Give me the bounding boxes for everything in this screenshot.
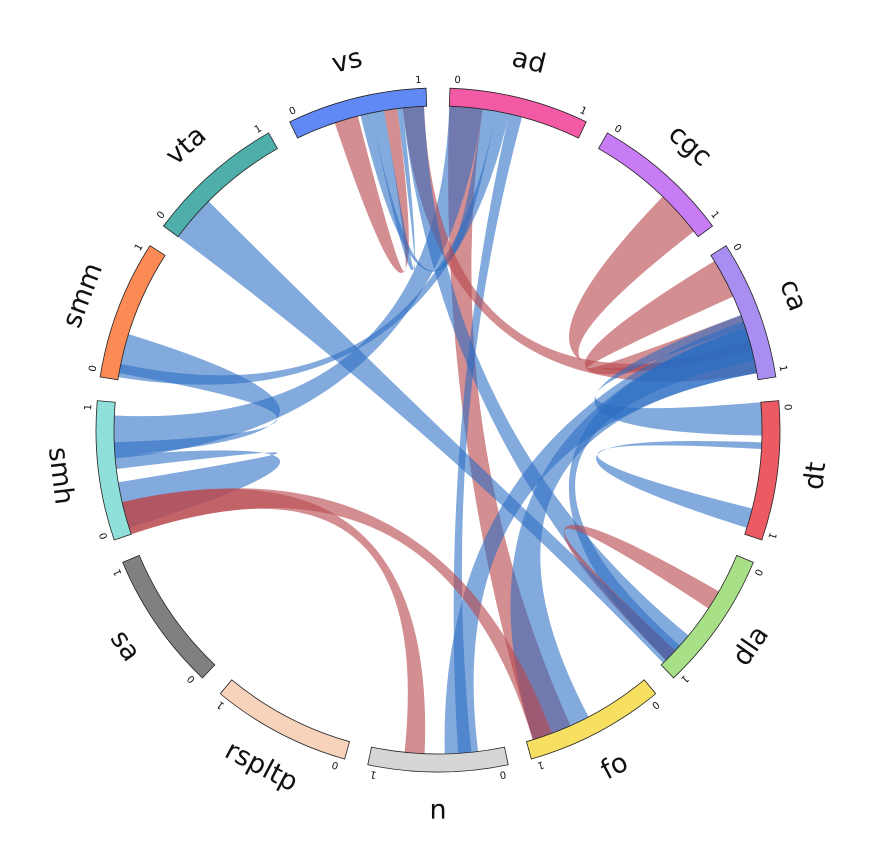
segment-label-rspltp: rspltp xyxy=(220,735,303,798)
segment-rspltp xyxy=(219,679,351,760)
tick-end-dt: 1 xyxy=(765,531,777,540)
tick-end-vs: 1 xyxy=(415,75,422,86)
tick-start-dt: 0 xyxy=(782,404,793,411)
segment-label-dla: dla xyxy=(726,620,775,672)
tick-end-fo: 1 xyxy=(536,758,545,770)
segment-n xyxy=(367,746,509,773)
tick-start-sa: 0 xyxy=(186,672,198,684)
link-smm-smh xyxy=(114,334,280,456)
segment-label-dt: dt xyxy=(798,460,832,491)
tick-end-sa: 1 xyxy=(112,567,125,577)
segment-cgc xyxy=(597,132,714,238)
segment-sa xyxy=(122,554,216,679)
segment-vs xyxy=(289,87,428,139)
tick-end-rspltp: 1 xyxy=(215,698,227,711)
tick-start-ad: 0 xyxy=(454,75,461,86)
tick-start-cgc: 0 xyxy=(612,123,623,136)
segment-ca xyxy=(710,245,777,381)
segments-layer xyxy=(95,87,781,773)
link-vta-dla xyxy=(177,201,676,664)
tick-start-smh: 0 xyxy=(98,531,110,540)
tick-start-fo: 0 xyxy=(649,698,661,711)
segment-dt xyxy=(744,400,781,541)
segment-dla xyxy=(660,554,754,679)
segment-label-ca: ca xyxy=(773,275,813,315)
segment-label-cgc: cgc xyxy=(662,118,718,172)
link-vs-vs xyxy=(370,107,415,271)
tick-end-cgc: 1 xyxy=(708,210,721,222)
tick-start-ca: 0 xyxy=(730,242,743,253)
segment-label-vta: vta xyxy=(160,120,213,172)
tick-start-vs: 0 xyxy=(288,105,298,118)
link-vs-ca xyxy=(402,106,757,382)
segment-fo xyxy=(525,679,657,760)
link-dt-dt xyxy=(596,440,762,528)
segment-label-sa: sa xyxy=(104,624,147,667)
tick-end-ad: 1 xyxy=(578,105,588,118)
links-layer xyxy=(113,106,762,754)
tick-end-ca: 1 xyxy=(777,364,789,372)
link-vs-vs xyxy=(334,108,409,273)
segment-smh xyxy=(95,400,132,541)
tick-start-smm: 0 xyxy=(87,364,99,372)
segment-ad xyxy=(448,87,587,139)
tick-end-n: 1 xyxy=(369,768,377,780)
tick-start-dla: 0 xyxy=(751,567,764,577)
link-dt-ca xyxy=(594,315,762,436)
tick-end-smm: 1 xyxy=(133,242,146,253)
link-ad-smh xyxy=(113,106,483,459)
tick-end-vta: 1 xyxy=(253,123,264,136)
tick-end-dla: 1 xyxy=(678,672,690,684)
segment-vta xyxy=(162,132,279,238)
tick-start-vta: 0 xyxy=(155,210,168,222)
segment-label-fo: fo xyxy=(596,747,633,787)
segment-label-smh: smh xyxy=(42,445,80,506)
tick-start-rspltp: 0 xyxy=(331,758,340,770)
tick-start-n: 0 xyxy=(499,768,507,780)
segment-label-vs: vs xyxy=(329,42,366,79)
segment-label-n: n xyxy=(429,795,446,826)
segment-label-smm: smm xyxy=(56,259,109,332)
segment-smm xyxy=(99,245,166,381)
link-smh-fo xyxy=(122,488,552,740)
segment-label-ad: ad xyxy=(509,42,549,80)
tick-end-smh: 1 xyxy=(83,404,94,411)
